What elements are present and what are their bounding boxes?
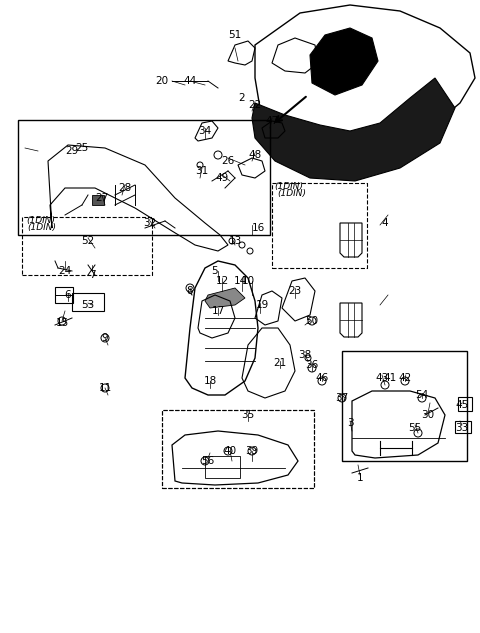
Bar <box>72 293 104 311</box>
Text: 29: 29 <box>65 146 79 156</box>
Text: 51: 51 <box>228 30 241 40</box>
Text: 30: 30 <box>421 410 434 420</box>
Text: 19: 19 <box>255 300 269 310</box>
Text: 48: 48 <box>248 150 262 160</box>
Bar <box>162 410 314 488</box>
Text: 33: 33 <box>456 423 468 433</box>
Text: 15: 15 <box>55 318 69 328</box>
Text: 55: 55 <box>408 423 421 433</box>
Polygon shape <box>205 288 245 308</box>
Text: 24: 24 <box>59 266 72 276</box>
Text: 49: 49 <box>216 173 228 183</box>
Text: 10: 10 <box>241 276 254 286</box>
Text: 52: 52 <box>82 236 95 246</box>
Bar <box>162 410 314 488</box>
Text: 42: 42 <box>398 373 412 383</box>
Text: 54: 54 <box>415 390 429 400</box>
Text: 26: 26 <box>221 156 235 166</box>
Bar <box>458 397 472 411</box>
Text: 21: 21 <box>274 358 287 368</box>
Text: 39: 39 <box>245 446 259 456</box>
Text: 16: 16 <box>252 223 264 233</box>
Text: 6: 6 <box>65 290 72 300</box>
Text: 28: 28 <box>119 183 132 193</box>
Text: 45: 45 <box>456 400 468 410</box>
Bar <box>205 456 240 478</box>
Text: 34: 34 <box>198 126 212 136</box>
Text: 41: 41 <box>384 373 396 383</box>
Text: 18: 18 <box>204 376 216 386</box>
Text: 2: 2 <box>239 93 245 103</box>
Text: 38: 38 <box>299 350 312 360</box>
Text: 56: 56 <box>202 456 215 466</box>
Text: 43: 43 <box>375 373 389 383</box>
Text: 25: 25 <box>75 143 89 153</box>
Text: (1DIN): (1DIN) <box>274 182 303 192</box>
Bar <box>55 287 73 303</box>
Text: 8: 8 <box>187 286 193 296</box>
Bar <box>342 351 467 461</box>
Text: (1DIN): (1DIN) <box>26 216 55 225</box>
Text: (1DIN): (1DIN) <box>277 189 306 198</box>
Text: 17: 17 <box>211 306 225 316</box>
Polygon shape <box>310 28 378 95</box>
Text: 23: 23 <box>288 286 301 296</box>
Bar <box>22 217 152 275</box>
Text: 50: 50 <box>305 316 319 326</box>
Bar <box>272 183 367 268</box>
Text: 7: 7 <box>89 270 96 280</box>
Text: 46: 46 <box>315 373 329 383</box>
Text: 5: 5 <box>212 266 218 276</box>
Text: 47: 47 <box>265 116 278 126</box>
Text: 9: 9 <box>102 333 108 343</box>
Bar <box>92 195 104 205</box>
Text: 44: 44 <box>183 76 197 86</box>
Text: 13: 13 <box>228 236 241 246</box>
Bar <box>18 120 270 235</box>
Text: 3: 3 <box>347 418 353 428</box>
Text: 11: 11 <box>98 383 112 393</box>
Text: 20: 20 <box>156 76 168 86</box>
Text: (1DIN): (1DIN) <box>27 223 56 232</box>
Text: 40: 40 <box>223 446 237 456</box>
Text: 37: 37 <box>336 393 348 403</box>
Polygon shape <box>252 78 455 181</box>
Text: 32: 32 <box>144 218 156 228</box>
Text: 53: 53 <box>82 300 95 310</box>
Bar <box>455 421 471 433</box>
Text: 35: 35 <box>241 410 254 420</box>
Text: 36: 36 <box>305 360 319 370</box>
Text: 14: 14 <box>233 276 247 286</box>
Text: 12: 12 <box>216 276 228 286</box>
Text: 4: 4 <box>382 218 388 228</box>
Text: 31: 31 <box>195 166 209 176</box>
Text: 27: 27 <box>96 193 108 203</box>
Text: 1: 1 <box>357 473 363 483</box>
Text: 22: 22 <box>248 100 262 110</box>
